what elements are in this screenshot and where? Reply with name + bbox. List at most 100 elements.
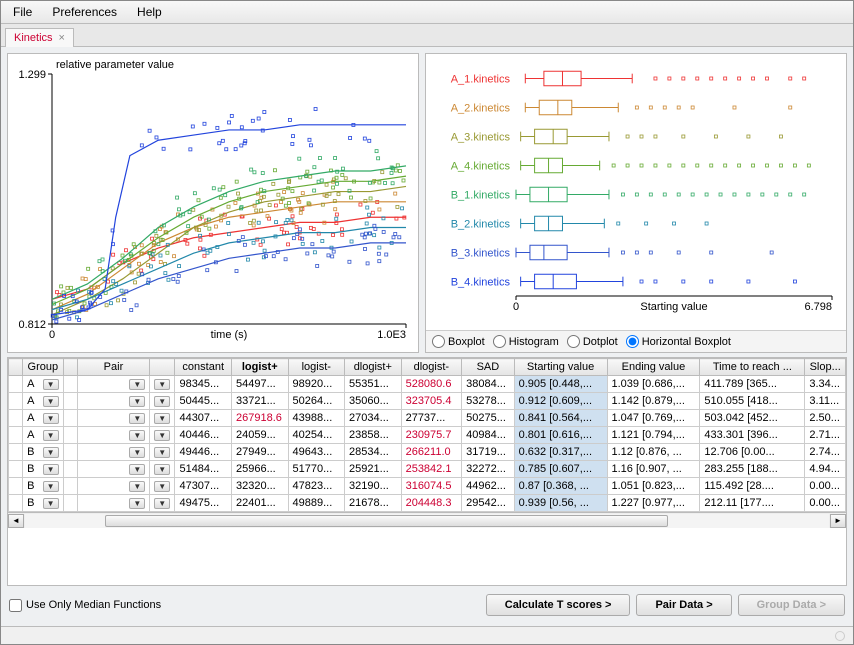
chevron-down-icon[interactable]: ▼: [43, 447, 59, 458]
pair-cell[interactable]: ▼: [77, 427, 150, 444]
group-cell[interactable]: B▼: [23, 495, 63, 512]
menu-help[interactable]: Help: [129, 3, 170, 21]
chevron-down-icon[interactable]: ▼: [129, 396, 145, 407]
col-header[interactable]: dlogist-: [401, 359, 462, 376]
chevron-down-icon[interactable]: ▼: [154, 498, 170, 509]
chevron-down-icon[interactable]: ▼: [129, 430, 145, 441]
pair-dd-btn[interactable]: ▼: [150, 427, 175, 444]
chevron-down-icon[interactable]: ▼: [154, 464, 170, 475]
table-row[interactable]: B▼▼▼51484...25966...51770...25921...2538…: [9, 461, 846, 478]
group-data-button[interactable]: Group Data >: [738, 594, 845, 616]
pair-cell[interactable]: ▼: [77, 444, 150, 461]
scroll-thumb[interactable]: [105, 515, 668, 527]
pair-cell[interactable]: ▼: [77, 410, 150, 427]
radio-histogram[interactable]: Histogram: [493, 335, 559, 348]
scroll-left-icon[interactable]: ◄: [8, 514, 24, 528]
table-row[interactable]: A▼▼▼98345...54497...98920...55351...5280…: [9, 376, 846, 393]
pair-dd-btn[interactable]: ▼: [150, 478, 175, 495]
content-area: 1.2990.81201.0E3time (s)relative paramet…: [1, 47, 853, 626]
horizontal-scrollbar[interactable]: ◄ ►: [8, 512, 846, 528]
table-row[interactable]: B▼▼▼47307...32320...47823...32190...3160…: [9, 478, 846, 495]
chevron-down-icon[interactable]: ▼: [129, 413, 145, 424]
data-table[interactable]: Group Pair constantlogist+logist-dlogist+d…: [8, 358, 846, 512]
chevron-down-icon[interactable]: ▼: [43, 379, 59, 390]
col-header[interactable]: Starting value: [514, 359, 607, 376]
pair-dd-btn[interactable]: ▼: [150, 444, 175, 461]
chevron-down-icon[interactable]: ▼: [154, 396, 170, 407]
chevron-down-icon[interactable]: ▼: [129, 481, 145, 492]
scroll-track[interactable]: [25, 514, 829, 528]
col-header[interactable]: constant: [175, 359, 232, 376]
chevron-down-icon[interactable]: ▼: [129, 464, 145, 475]
median-checkbox[interactable]: [9, 599, 22, 612]
boxplot-chart: 06.798Starting valueA_1.kineticsA_2.kine…: [426, 54, 846, 330]
data-cell: 49889...: [288, 495, 345, 512]
chevron-down-icon[interactable]: ▼: [43, 413, 59, 424]
radio-dotplot[interactable]: Dotplot: [567, 335, 618, 348]
chevron-down-icon[interactable]: ▼: [129, 498, 145, 509]
close-icon[interactable]: ×: [59, 32, 65, 44]
pair-dd-btn[interactable]: ▼: [150, 495, 175, 512]
chevron-down-icon[interactable]: ▼: [154, 379, 170, 390]
pair-dd-btn[interactable]: ▼: [150, 461, 175, 478]
table-row[interactable]: A▼▼▼44307...267918.643988...27034...2773…: [9, 410, 846, 427]
col-header[interactable]: Ending value: [607, 359, 700, 376]
pair-cell[interactable]: ▼: [77, 376, 150, 393]
col-header[interactable]: logist+: [231, 359, 288, 376]
col-header[interactable]: logist-: [288, 359, 345, 376]
chevron-down-icon[interactable]: ▼: [154, 430, 170, 441]
col-header[interactable]: [63, 359, 77, 376]
group-cell[interactable]: A▼: [23, 376, 63, 393]
tab-kinetics[interactable]: Kinetics ×: [5, 28, 74, 47]
chevron-down-icon[interactable]: ▼: [129, 379, 145, 390]
chevron-down-icon[interactable]: ▼: [43, 430, 59, 441]
median-checkbox-label: Use Only Median Functions: [26, 599, 161, 611]
pair-dd-btn[interactable]: ▼: [150, 393, 175, 410]
data-cell: 47307...: [175, 478, 232, 495]
chevron-down-icon[interactable]: ▼: [129, 447, 145, 458]
col-header[interactable]: [150, 359, 175, 376]
pair-cell[interactable]: ▼: [77, 461, 150, 478]
chevron-down-icon[interactable]: ▼: [154, 413, 170, 424]
scroll-right-icon[interactable]: ►: [830, 514, 846, 528]
group-cell[interactable]: A▼: [23, 410, 63, 427]
chevron-down-icon[interactable]: ▼: [43, 498, 59, 509]
col-header[interactable]: [9, 359, 23, 376]
pair-dd-btn[interactable]: ▼: [150, 376, 175, 393]
menu-file[interactable]: File: [5, 3, 40, 21]
data-cell: 503.042 [452...: [700, 410, 805, 427]
col-header[interactable]: Pair: [77, 359, 150, 376]
data-cell: 2.71...: [805, 427, 846, 444]
pair-data-button[interactable]: Pair Data >: [636, 594, 731, 616]
table-row[interactable]: B▼▼▼49475...22401...49889...21678...2044…: [9, 495, 846, 512]
table-row[interactable]: A▼▼▼40446...24059...40254...23858...2309…: [9, 427, 846, 444]
svg-text:6.798: 6.798: [804, 301, 832, 313]
pair-cell[interactable]: ▼: [77, 393, 150, 410]
col-header[interactable]: Slop...: [805, 359, 846, 376]
pair-cell[interactable]: ▼: [77, 478, 150, 495]
chevron-down-icon[interactable]: ▼: [43, 396, 59, 407]
chevron-down-icon[interactable]: ▼: [154, 447, 170, 458]
radio-horizontal-boxplot[interactable]: Horizontal Boxplot: [626, 335, 731, 348]
pair-cell[interactable]: ▼: [77, 495, 150, 512]
group-cell[interactable]: A▼: [23, 427, 63, 444]
calculate-tscores-button[interactable]: Calculate T scores >: [486, 594, 631, 616]
group-cell[interactable]: B▼: [23, 461, 63, 478]
col-header[interactable]: Group: [23, 359, 63, 376]
menu-preferences[interactable]: Preferences: [44, 3, 125, 21]
svg-text:B_2.kinetics: B_2.kinetics: [451, 219, 511, 231]
table-row[interactable]: A▼▼▼50445...33721...50264...35060...3237…: [9, 393, 846, 410]
col-header[interactable]: dlogist+: [345, 359, 402, 376]
table-row[interactable]: B▼▼▼49446...27949...49643...28534...2662…: [9, 444, 846, 461]
chevron-down-icon[interactable]: ▼: [154, 481, 170, 492]
chevron-down-icon[interactable]: ▼: [43, 481, 59, 492]
col-header[interactable]: Time to reach ...: [700, 359, 805, 376]
col-header[interactable]: SAD: [462, 359, 514, 376]
group-cell[interactable]: B▼: [23, 478, 63, 495]
group-cell[interactable]: B▼: [23, 444, 63, 461]
pair-dd-btn[interactable]: ▼: [150, 410, 175, 427]
group-cell[interactable]: A▼: [23, 393, 63, 410]
chevron-down-icon[interactable]: ▼: [43, 464, 59, 475]
radio-boxplot[interactable]: Boxplot: [432, 335, 485, 348]
median-checkbox-wrap[interactable]: Use Only Median Functions: [9, 599, 480, 612]
